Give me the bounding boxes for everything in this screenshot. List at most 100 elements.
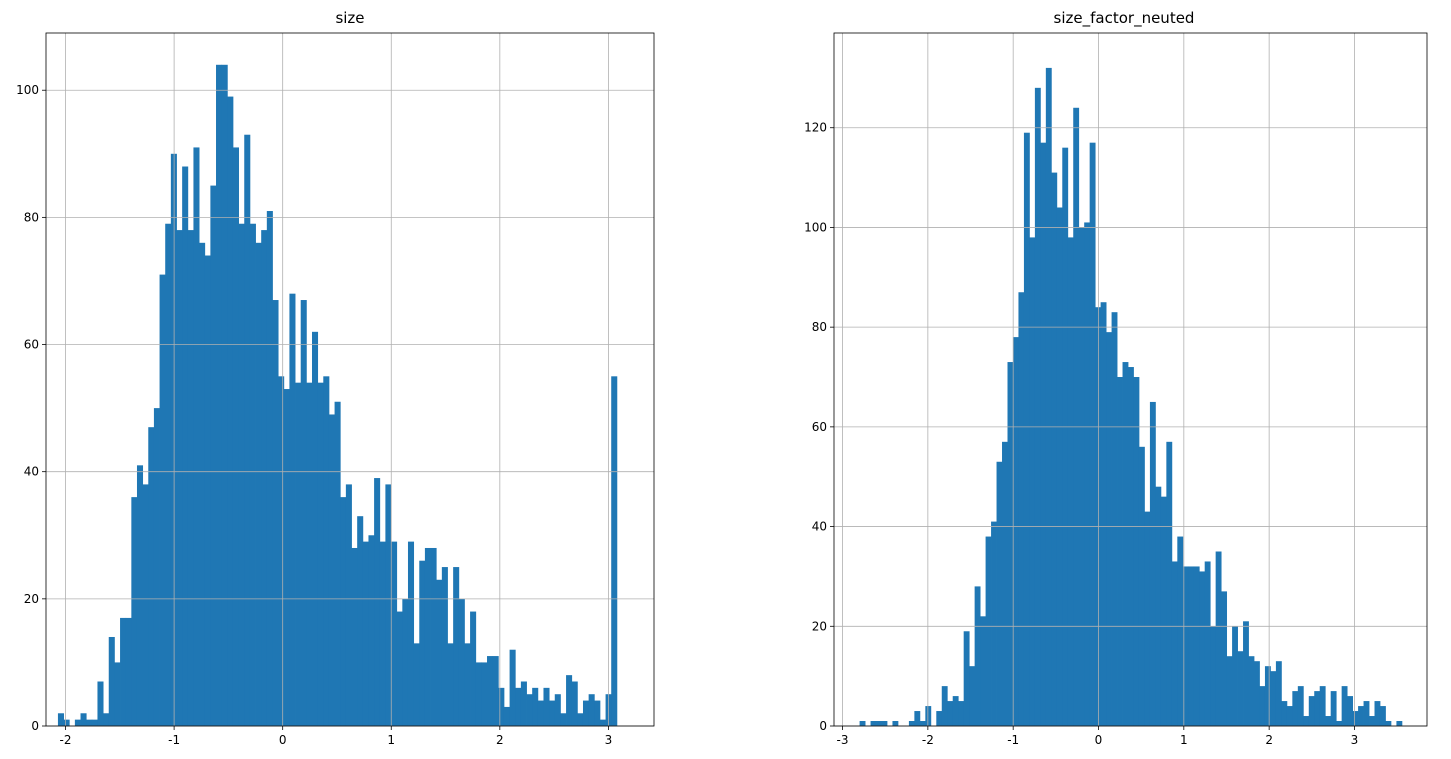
y-tick-label: 0 bbox=[31, 719, 39, 733]
histogram-bar bbox=[1204, 561, 1211, 726]
histogram-bar bbox=[991, 521, 997, 726]
subplot-size-factor-neuted: size_factor_neuted -3 -2 -1 0 1 2 3 0 20 40 60 80 10… bbox=[804, 9, 1428, 747]
histogram-bar bbox=[475, 662, 482, 726]
histogram-bar bbox=[1023, 132, 1030, 726]
histogram-bar bbox=[1106, 332, 1112, 726]
histogram-bar bbox=[914, 711, 921, 726]
histogram-bar bbox=[487, 656, 494, 726]
x-tick-label: -3 bbox=[837, 733, 849, 747]
histogram-bar bbox=[86, 719, 93, 726]
y-tick-label: 100 bbox=[16, 83, 39, 97]
histogram-bar bbox=[515, 687, 522, 726]
y-tick-label: 60 bbox=[812, 420, 827, 434]
histogram-bar bbox=[980, 616, 986, 726]
x-tick-label: 1 bbox=[387, 733, 395, 747]
histogram-bar bbox=[430, 547, 437, 726]
histogram-bar bbox=[974, 586, 981, 726]
histogram-bar bbox=[1199, 571, 1206, 726]
histogram-bar bbox=[919, 721, 926, 726]
histogram-bar bbox=[1149, 401, 1156, 726]
histogram-bar bbox=[952, 696, 959, 726]
histogram-bar bbox=[391, 541, 398, 726]
histogram-bar bbox=[419, 560, 426, 726]
x-tick-label: -2 bbox=[60, 733, 72, 747]
histogram-bar bbox=[238, 223, 245, 727]
histogram-bar bbox=[1073, 107, 1080, 726]
histogram-bar bbox=[249, 223, 256, 727]
y-tick-label: 40 bbox=[24, 465, 39, 479]
histogram-bar bbox=[859, 721, 866, 726]
y-tick-label: 60 bbox=[24, 338, 39, 352]
histogram-bar bbox=[503, 706, 510, 726]
histogram-bar bbox=[1330, 691, 1337, 726]
histogram-bar bbox=[1117, 377, 1123, 726]
histogram-bar bbox=[1363, 701, 1370, 726]
histogram-bar bbox=[108, 636, 115, 726]
histogram-bar bbox=[441, 567, 448, 726]
x-tick-label: 0 bbox=[1095, 733, 1103, 747]
histogram-bar bbox=[1264, 666, 1271, 726]
histogram-bar bbox=[340, 497, 347, 726]
histogram-bar bbox=[176, 230, 183, 726]
y-tick-label: 80 bbox=[24, 210, 39, 224]
histogram-bar bbox=[1347, 696, 1353, 726]
histogram-bar bbox=[357, 516, 364, 726]
histogram-bar bbox=[74, 719, 81, 726]
histogram-bar bbox=[526, 694, 533, 726]
histogram-bar bbox=[57, 713, 64, 726]
histogram-bar bbox=[103, 713, 110, 726]
histogram-bar bbox=[1259, 686, 1266, 726]
histogram-bar bbox=[599, 719, 606, 726]
histogram-bar bbox=[312, 331, 319, 726]
histogram-bar bbox=[1155, 486, 1162, 726]
histogram-bar bbox=[985, 536, 992, 726]
histogram-bar bbox=[1182, 566, 1189, 726]
histogram-bar bbox=[1286, 706, 1293, 726]
plot-frame bbox=[833, 32, 1428, 727]
histogram-bar bbox=[941, 686, 948, 726]
histogram-bar bbox=[520, 681, 527, 726]
histogram-bar bbox=[153, 408, 160, 726]
histogram-bar bbox=[481, 662, 488, 726]
histogram-bar bbox=[554, 694, 561, 726]
histogram-bar bbox=[543, 687, 550, 726]
histogram-bar bbox=[80, 713, 87, 726]
histogram-bar bbox=[114, 662, 121, 726]
histogram-bar bbox=[594, 700, 601, 726]
histogram-bar bbox=[334, 401, 341, 726]
histogram-bar bbox=[1379, 706, 1386, 726]
histogram-bar bbox=[131, 497, 138, 726]
y-tick-label: 20 bbox=[812, 619, 827, 633]
histogram-bar bbox=[120, 617, 127, 726]
histogram-bar bbox=[266, 211, 273, 726]
x-tick-label: 3 bbox=[605, 733, 613, 747]
histogram-bar bbox=[947, 701, 954, 726]
histogram-bar bbox=[402, 598, 409, 726]
histogram-bar bbox=[97, 681, 104, 726]
histogram-bar bbox=[216, 64, 223, 727]
histogram-bar bbox=[1122, 362, 1129, 726]
histogram-bar bbox=[1045, 67, 1052, 726]
histogram-bar bbox=[908, 721, 915, 726]
histogram-bar bbox=[1095, 307, 1102, 726]
histogram-bar bbox=[407, 541, 415, 726]
histogram-bar bbox=[385, 484, 392, 726]
histogram-bar bbox=[125, 617, 132, 726]
histogram-bar bbox=[876, 721, 882, 726]
histogram-bar bbox=[379, 541, 386, 726]
histogram-bar bbox=[1051, 172, 1058, 727]
histogram-bar bbox=[1034, 87, 1041, 727]
histogram-bar bbox=[210, 185, 217, 727]
histogram-bar bbox=[165, 223, 172, 727]
histogram-bar bbox=[63, 719, 70, 726]
histogram-bar bbox=[1084, 222, 1091, 726]
histogram-bar bbox=[142, 484, 149, 726]
histogram-bar bbox=[1254, 661, 1260, 726]
histogram-bar bbox=[1029, 237, 1036, 726]
histogram-bar bbox=[1012, 337, 1019, 726]
histogram-bar bbox=[1352, 711, 1359, 726]
histogram-bar bbox=[306, 382, 313, 726]
histogram-bar bbox=[577, 713, 584, 726]
histogram-bar bbox=[492, 656, 499, 726]
histogram-bar bbox=[193, 147, 200, 726]
